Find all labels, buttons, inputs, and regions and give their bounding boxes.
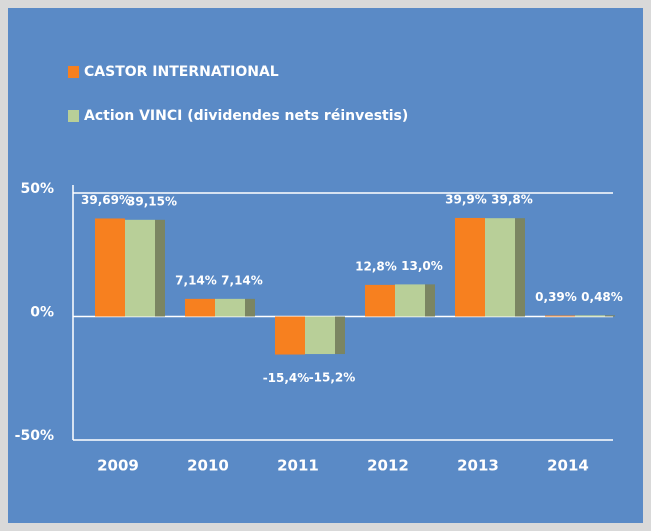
bar [485, 218, 515, 317]
x-tick-label: 2011 [277, 457, 319, 475]
value-label: 39,9% [445, 192, 487, 206]
value-label: 7,14% [175, 273, 217, 287]
value-label: 7,14% [221, 273, 263, 287]
bar [275, 316, 305, 355]
bar [455, 217, 485, 317]
x-tick-label: 2012 [367, 457, 409, 475]
x-tick-label: 2014 [547, 457, 589, 475]
bar [545, 315, 575, 317]
bar [395, 284, 425, 317]
x-tick-label: 2009 [97, 457, 139, 475]
legend-swatch [68, 110, 79, 122]
value-label: 0,39% [535, 290, 577, 304]
bar-shadow [425, 284, 435, 317]
x-tick-label: 2010 [187, 457, 229, 475]
value-label: -15,4% [263, 371, 310, 385]
value-label: 0,48% [581, 290, 623, 304]
bar-shadow [245, 298, 255, 317]
value-label: 39,69% [81, 193, 131, 207]
legend-label: CASTOR INTERNATIONAL [84, 64, 279, 80]
bar [95, 218, 125, 317]
y-tick-label: 50% [20, 181, 54, 197]
y-tick-label: -50% [15, 428, 54, 444]
value-label: 13,0% [401, 259, 443, 273]
bar [125, 219, 155, 317]
bar [575, 315, 605, 317]
value-label: 39,15% [127, 194, 177, 208]
bar-shadow [515, 218, 525, 317]
legend-label: Action VINCI (dividendes nets réinvestis… [84, 108, 408, 124]
value-label: 39,8% [491, 193, 533, 207]
bar [365, 284, 395, 317]
y-tick-label: 0% [30, 305, 54, 321]
bar [305, 316, 335, 355]
bar-shadow [155, 219, 165, 317]
value-label: -15,2% [309, 371, 356, 385]
value-label: 12,8% [355, 259, 397, 273]
bar [185, 298, 215, 317]
bar-shadow [605, 315, 615, 317]
bar-shadow [335, 316, 345, 355]
x-tick-label: 2013 [457, 457, 499, 475]
legend-swatch [68, 66, 79, 78]
bar [215, 298, 245, 317]
